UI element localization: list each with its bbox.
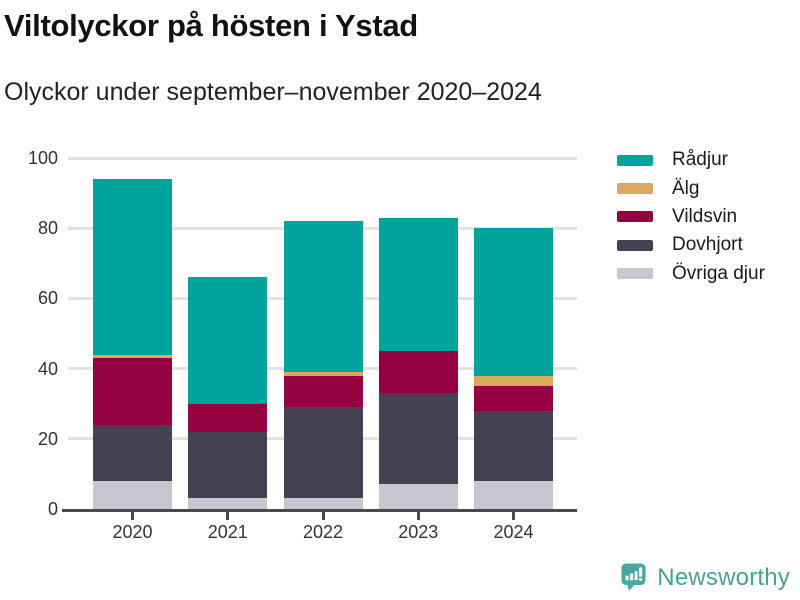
chart-title: Viltolyckor på hösten i Ystad — [4, 8, 418, 43]
legend-item: Övriga djur — [617, 260, 765, 288]
bar-segment-r-djur-2021 — [188, 277, 268, 404]
y-axis-tick-label: 60 — [37, 288, 58, 309]
bar-segment--lg-2024 — [474, 375, 553, 387]
bar-segment-dovhjort-2021 — [188, 431, 268, 499]
x-axis-line — [62, 509, 577, 512]
bar-segment-r-djur-2024 — [474, 228, 553, 376]
legend-item: Vildsvin — [617, 203, 765, 231]
bar-segment-r-djur-2023 — [378, 217, 458, 352]
legend-swatch — [617, 183, 653, 195]
y-axis-tick-label: 0 — [47, 499, 58, 519]
legend-label: Älg — [672, 177, 700, 199]
bar-segment-dovhjort-2020 — [93, 424, 172, 481]
x-axis-label: 2024 — [493, 522, 534, 542]
bar-segment-vildsvin-2024 — [474, 386, 553, 411]
legend-item: Rådjur — [617, 146, 765, 174]
y-axis-tick-label: 100 — [27, 148, 58, 168]
y-axis-tick-label: 40 — [37, 358, 58, 379]
x-axis-label: 2022 — [302, 522, 344, 542]
bar-segment--vriga-djur-2024 — [474, 480, 553, 509]
x-axis-tick — [131, 512, 134, 520]
bar-segment--vriga-djur-2023 — [378, 484, 458, 509]
x-axis-tick — [321, 512, 325, 520]
newsworthy-logo: Newsworthy — [621, 563, 790, 592]
bar-segment-dovhjort-2024 — [474, 410, 553, 481]
bar-segment-vildsvin-2022 — [283, 375, 363, 408]
y-axis-tick-label: 80 — [37, 218, 58, 239]
bar-segment--vriga-djur-2021 — [188, 498, 268, 509]
bar-segment-vildsvin-2020 — [93, 358, 172, 425]
legend-swatch — [617, 268, 653, 280]
bar-segment-vildsvin-2021 — [188, 403, 268, 432]
gridline-y-100 — [68, 156, 577, 160]
bar-segment-r-djur-2020 — [93, 179, 172, 355]
bar-segment-dovhjort-2022 — [283, 407, 363, 499]
y-axis-tick-label: 20 — [37, 428, 58, 449]
bar-segment--lg-2020 — [93, 354, 172, 359]
bar-segment-vildsvin-2023 — [378, 351, 458, 394]
x-axis-tick — [512, 512, 515, 520]
bar-segment-dovhjort-2023 — [378, 393, 458, 485]
legend-label: Vildsvin — [672, 205, 738, 227]
legend-item: Dovhjort — [617, 231, 765, 259]
bar-segment-r-djur-2022 — [283, 221, 363, 373]
legend-swatch — [617, 211, 653, 223]
x-axis-tick — [416, 512, 420, 520]
legend-label: Rådjur — [672, 149, 728, 171]
x-axis-label: 2021 — [207, 522, 248, 542]
x-axis-label: 2023 — [398, 522, 439, 542]
x-axis-tick — [226, 512, 230, 520]
legend: Rådjur Älg Vildsvin Dovhjort Övriga djur — [617, 146, 765, 288]
legend-label: Dovhjort — [672, 234, 743, 256]
legend-swatch — [617, 154, 653, 166]
bar-segment--vriga-djur-2022 — [283, 498, 363, 509]
x-axis-label: 2020 — [112, 522, 153, 542]
bar-segment--lg-2022 — [283, 372, 363, 376]
legend-swatch — [617, 239, 653, 251]
legend-label: Övriga djur — [672, 262, 765, 284]
legend-item: Älg — [617, 174, 765, 202]
logo-wordmark: Newsworthy — [657, 563, 790, 591]
bar-chart-speech-bubble-icon — [621, 563, 646, 591]
bar-segment--vriga-djur-2020 — [93, 480, 172, 509]
chart-subtitle: Olyckor under september–november 2020–20… — [4, 78, 542, 106]
